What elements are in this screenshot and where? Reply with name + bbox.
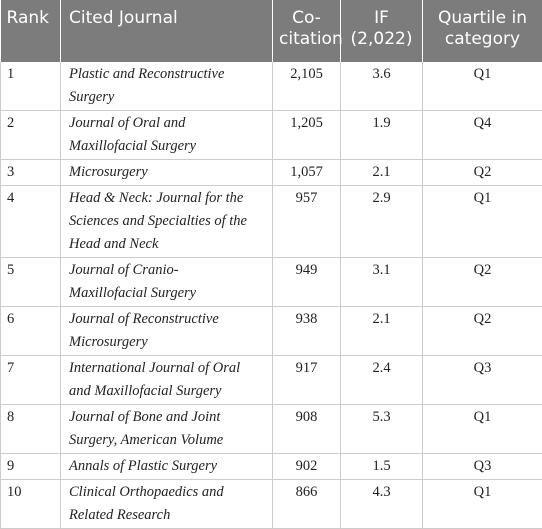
table-cell: Q1 bbox=[423, 186, 542, 258]
table-cell: Q4 bbox=[423, 111, 542, 160]
table-cell: Journal of Bone and Joint Surgery, Ameri… bbox=[61, 405, 273, 454]
table-cell: Plastic and Reconstructive Surgery bbox=[61, 62, 273, 111]
column-header: Rank bbox=[1, 0, 61, 62]
table-cell: 9 bbox=[1, 454, 61, 480]
table-cell: 1.5 bbox=[341, 454, 423, 480]
table-cell: 10 bbox=[1, 480, 61, 529]
table-cell: Q1 bbox=[423, 480, 542, 529]
table-cell: 4.3 bbox=[341, 480, 423, 529]
table-cell: 3.1 bbox=[341, 258, 423, 307]
table-cell: 5 bbox=[1, 258, 61, 307]
column-header: Co-citation bbox=[273, 0, 341, 62]
table-cell: 866 bbox=[273, 480, 341, 529]
table-cell: Q2 bbox=[423, 160, 542, 186]
table-cell: 6 bbox=[1, 307, 61, 356]
table-cell: 1 bbox=[1, 62, 61, 111]
table-cell: 1,057 bbox=[273, 160, 341, 186]
table-cell: 902 bbox=[273, 454, 341, 480]
table-cell: 2 bbox=[1, 111, 61, 160]
table-cell: 917 bbox=[273, 356, 341, 405]
table-cell: Annals of Plastic Surgery bbox=[61, 454, 273, 480]
table-cell: 1.9 bbox=[341, 111, 423, 160]
table-cell: 908 bbox=[273, 405, 341, 454]
table-cell: Q3 bbox=[423, 454, 542, 480]
table-cell: Microsurgery bbox=[61, 160, 273, 186]
table-cell: Q2 bbox=[423, 258, 542, 307]
table-cell: 1,205 bbox=[273, 111, 341, 160]
table-cell: Clinical Orthopaedics and Related Resear… bbox=[61, 480, 273, 529]
table-cell: 2.1 bbox=[341, 307, 423, 356]
table-cell: 5.3 bbox=[341, 405, 423, 454]
table-cell: 4 bbox=[1, 186, 61, 258]
table-cell: Journal of Oral and Maxillofacial Surger… bbox=[61, 111, 273, 160]
column-header: Quartile in category bbox=[423, 0, 542, 62]
table-cell: 2.4 bbox=[341, 356, 423, 405]
table-cell: Q1 bbox=[423, 405, 542, 454]
table-cell: 938 bbox=[273, 307, 341, 356]
table-cell: 2,105 bbox=[273, 62, 341, 111]
table-cell: 2.1 bbox=[341, 160, 423, 186]
table-cell: 957 bbox=[273, 186, 341, 258]
table-cell: 7 bbox=[1, 356, 61, 405]
table-cell: Q1 bbox=[423, 62, 542, 111]
table-cell: Journal of Cranio-Maxillofacial Surgery bbox=[61, 258, 273, 307]
table-cell: Journal of Reconstructive Microsurgery bbox=[61, 307, 273, 356]
table-cell: Q2 bbox=[423, 307, 542, 356]
table-cell: Q3 bbox=[423, 356, 542, 405]
table-cell: 8 bbox=[1, 405, 61, 454]
table-cell: 949 bbox=[273, 258, 341, 307]
table-cell: International Journal of Oral and Maxill… bbox=[61, 356, 273, 405]
table-cell: 2.9 bbox=[341, 186, 423, 258]
table-cell: 3.6 bbox=[341, 62, 423, 111]
table-cell: Head & Neck: Journal for the Sciences an… bbox=[61, 186, 273, 258]
table-cell: 3 bbox=[1, 160, 61, 186]
column-header: IF (2,022) bbox=[341, 0, 423, 62]
column-header: Cited Journal bbox=[61, 0, 273, 62]
